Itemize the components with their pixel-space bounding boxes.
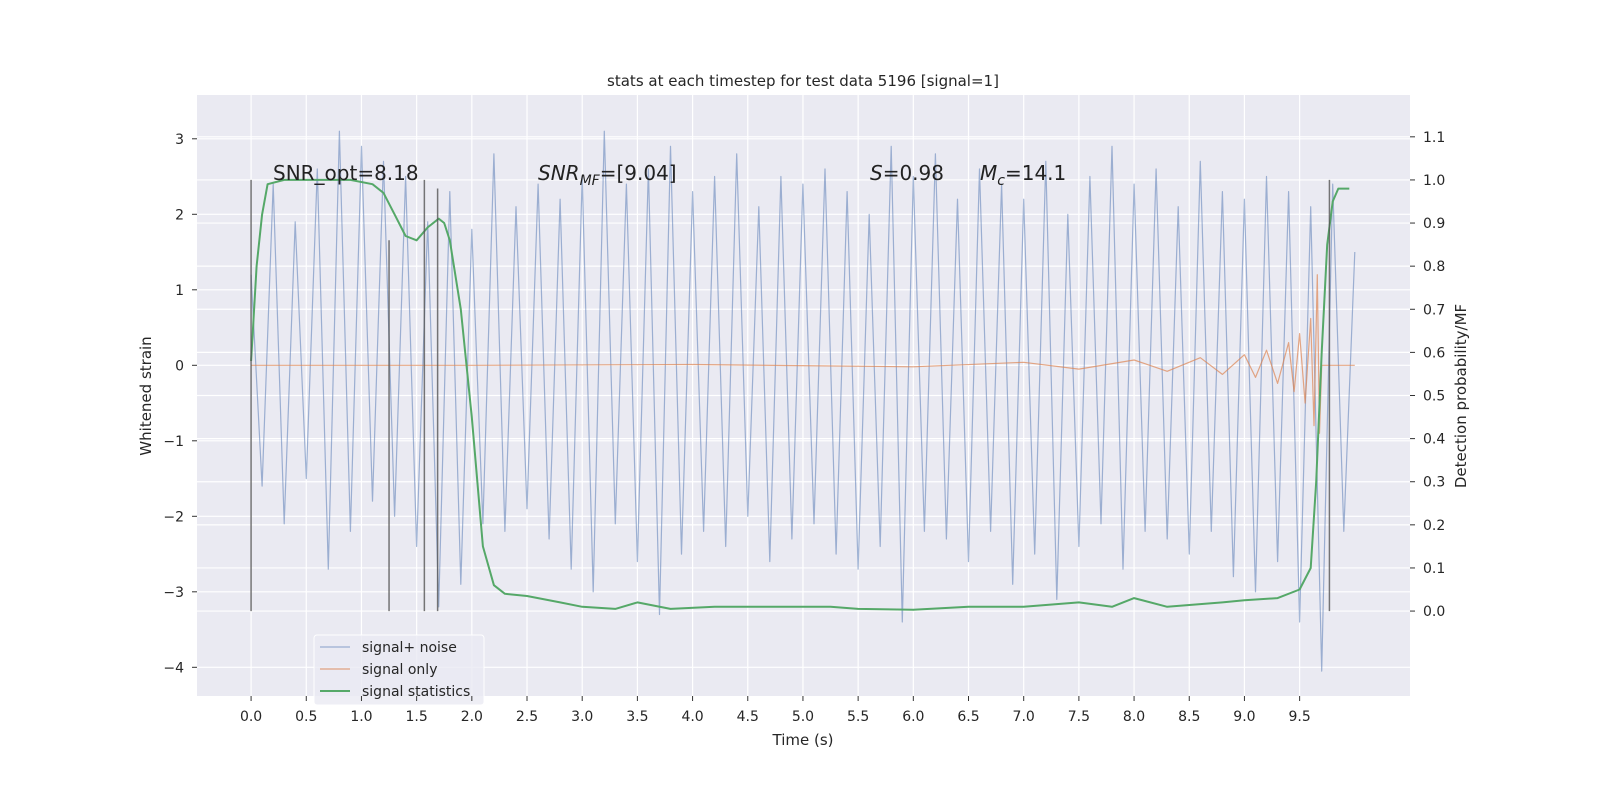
annotation-symbol: SNR — [538, 161, 580, 185]
x-tick-label: 8.0 — [1123, 709, 1145, 725]
y2-tick-label: 0.8 — [1423, 259, 1445, 275]
y-tick-label: 3 — [175, 132, 184, 148]
x-tick-label: 0.0 — [240, 709, 262, 725]
annotation-value: =0.98 — [883, 161, 944, 185]
legend: signal+ noise signal only signal statistic… — [313, 634, 485, 706]
y-tick-label: −2 — [163, 509, 184, 525]
x-tick-label: 0.5 — [295, 709, 317, 725]
y2-tick-label: 0.2 — [1423, 518, 1445, 534]
x-tick-label: 8.5 — [1178, 709, 1200, 725]
x-tick-label: 3.5 — [626, 709, 648, 725]
series-line — [250, 178, 1350, 611]
annotation-symbol: M — [980, 161, 997, 185]
x-tick-label: 2.0 — [461, 709, 483, 725]
y2-tick-label: 0.4 — [1423, 432, 1445, 448]
annotation: SNRMF=[9.04] — [538, 161, 677, 189]
y2-tick-label: 0.5 — [1423, 389, 1445, 405]
y-tick-label: −1 — [163, 434, 184, 450]
y2-tick-label: 0.0 — [1423, 604, 1445, 620]
annotation-value: =14.1 — [1005, 161, 1066, 185]
y2-tick-label: 1.0 — [1423, 173, 1445, 189]
y2-axis-label: Detection probability/MF — [1452, 304, 1470, 488]
x-tick-label: 5.0 — [792, 709, 814, 725]
marks — [250, 130, 1356, 672]
annotation: S=0.98 — [870, 161, 944, 185]
x-tick-label: 1.0 — [350, 709, 372, 725]
legend-label: signal only — [362, 662, 437, 678]
annotation-symbol: S — [870, 161, 883, 185]
y-tick-label: 0 — [175, 358, 184, 374]
legend-label: signal+ noise — [362, 640, 457, 656]
x-tick-label: 6.5 — [957, 709, 979, 725]
x-tick-label: 4.0 — [681, 709, 703, 725]
y-axis-label: Whitened strain — [137, 336, 155, 455]
x-tick-label: 3.0 — [571, 709, 593, 725]
y2-tick-label: 1.1 — [1423, 130, 1445, 146]
y2-tick-label: 0.9 — [1423, 216, 1445, 232]
y2-tick-label: 0.3 — [1423, 475, 1445, 491]
annotation-value: =[9.04] — [600, 161, 677, 185]
legend-label: signal statistics — [362, 684, 470, 700]
annotation-subscript: c — [997, 173, 1005, 189]
x-tick-label: 1.5 — [406, 709, 428, 725]
annotation: SNR_opt=8.18 — [273, 161, 419, 185]
chart-title: stats at each timestep for test data 519… — [607, 72, 999, 90]
y2-tick-label: 0.1 — [1423, 561, 1445, 577]
x-tick-label: 9.0 — [1233, 709, 1255, 725]
annotation: Mc=14.1 — [980, 161, 1066, 189]
x-tick-label: 6.0 — [902, 709, 924, 725]
y-tick-label: −4 — [163, 660, 184, 676]
y-tick-label: −3 — [163, 585, 184, 601]
y-tick-label: 2 — [175, 207, 184, 223]
annotation-subscript: MF — [580, 173, 601, 189]
x-tick-label: 2.5 — [516, 709, 538, 725]
x-tick-label: 5.5 — [847, 709, 869, 725]
x-tick-label: 7.0 — [1013, 709, 1035, 725]
series-line — [250, 130, 1356, 672]
y2-tick-label: 0.6 — [1423, 345, 1445, 361]
x-tick-label: 4.5 — [737, 709, 759, 725]
legend-box — [313, 634, 485, 706]
x-axis-label: Time (s) — [772, 731, 834, 749]
y-tick-label: 1 — [175, 283, 184, 299]
series-line — [251, 274, 1355, 434]
y2-tick-label: 0.7 — [1423, 302, 1445, 318]
x-tick-label: 9.5 — [1288, 709, 1310, 725]
x-tick-label: 7.5 — [1068, 709, 1090, 725]
